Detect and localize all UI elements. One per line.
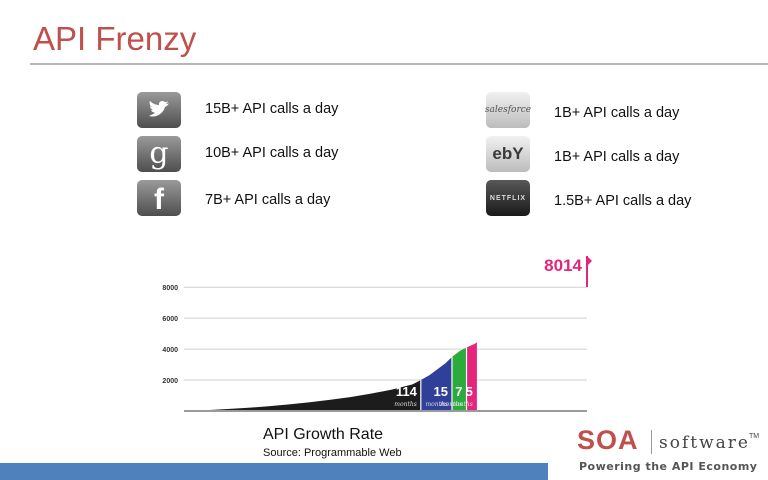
period-unit-label: months — [440, 401, 463, 408]
y-tick-label: 8000 — [162, 285, 178, 292]
chart-source: Source: Programmable Web — [263, 447, 402, 459]
area-segment — [451, 347, 467, 411]
facebook-glyph: f — [154, 183, 164, 216]
google-glyph: g — [149, 136, 169, 171]
brand-trademark: TM — [749, 433, 760, 440]
ebay-icon: ebY — [486, 136, 530, 172]
stat-text: 1B+ API calls a day — [554, 149, 680, 165]
netflix-glyph: NETFLIX — [489, 194, 527, 202]
twitter-icon — [137, 92, 181, 128]
brand-tagline: Powering the API Economy — [579, 460, 758, 473]
facebook-icon: f — [137, 180, 181, 216]
period-count-label: 5 — [466, 384, 473, 399]
salesforce-glyph: salesforce — [484, 105, 532, 115]
peak-value-label: 8014 — [544, 256, 582, 275]
salesforce-icon: salesforce — [484, 92, 532, 128]
y-tick-label: 2000 — [162, 378, 178, 385]
ebay-glyph: ebY — [492, 144, 524, 163]
area-segment — [184, 380, 421, 411]
area-segment — [466, 342, 477, 411]
stat-text: 7B+ API calls a day — [205, 192, 331, 208]
period-unit-label: months — [450, 401, 473, 408]
chart-title: API Growth Rate — [263, 426, 384, 443]
y-tick-label: 6000 — [162, 316, 178, 323]
stat-text: 10B+ API calls a day — [205, 145, 339, 161]
y-tick-label: 4000 — [162, 347, 178, 354]
brand-divider — [651, 430, 652, 454]
footer-bar — [0, 463, 548, 480]
brand-suffix: software — [659, 433, 750, 453]
api-growth-chart: 2000400060008000114months15months7months… — [162, 256, 592, 412]
period-unit-label: months — [425, 401, 448, 408]
soa-software-logo: SOA software TM Powering the API Economy — [577, 425, 760, 475]
netflix-icon: NETFLIX — [486, 180, 530, 216]
period-count-label: 15 — [434, 384, 448, 399]
period-count-label: 114 — [396, 384, 418, 399]
stat-text: 1B+ API calls a day — [554, 105, 680, 121]
period-count-label: 7 — [455, 384, 462, 399]
peak-marker-flag — [587, 256, 592, 266]
title-divider — [30, 63, 768, 65]
stat-text: 1.5B+ API calls a day — [554, 193, 692, 209]
stat-text: 15B+ API calls a day — [205, 101, 339, 117]
google-icon: g — [137, 136, 181, 172]
area-segment — [420, 356, 452, 411]
period-unit-label: months — [394, 401, 417, 408]
brand-name: SOA — [577, 425, 639, 455]
slide-title: API Frenzy — [33, 20, 197, 57]
